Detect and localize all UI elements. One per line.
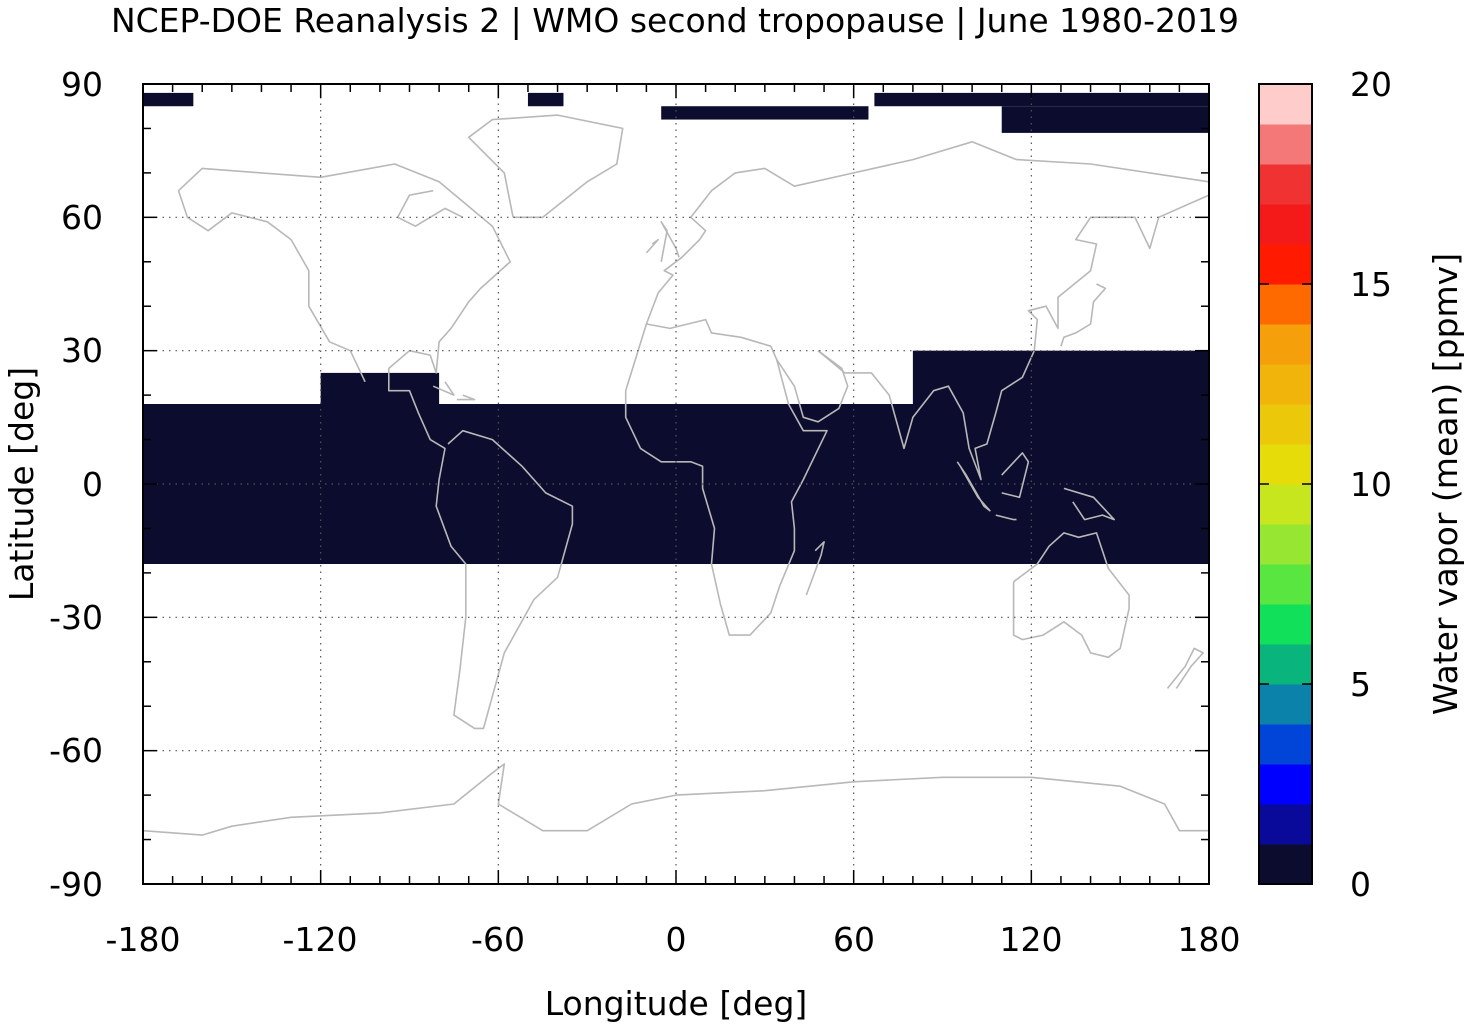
colorbar-swatch	[1259, 164, 1312, 205]
gridlines	[143, 84, 1209, 884]
x-tick-label: 0	[666, 920, 687, 959]
colorbar-swatch	[1259, 364, 1312, 405]
y-tick-label: 90	[61, 65, 103, 104]
coastlines	[143, 114, 1209, 836]
colorbar-swatch	[1259, 684, 1312, 725]
colorbar-swatch	[1259, 604, 1312, 645]
y-tick-label: 0	[82, 465, 103, 504]
colorbar-label: Water vapor (mean) [ppmv]	[1426, 253, 1465, 715]
coastline	[660, 221, 680, 262]
x-tick-label: 120	[1000, 920, 1063, 959]
y-axis: 90 60 30 0 -30 -60 -90 Latitude [deg]	[2, 65, 103, 904]
data-cell	[527, 92, 564, 107]
colorbar-swatch	[1259, 284, 1312, 325]
colorbar-swatch	[1259, 204, 1312, 245]
colorbar-swatch	[1259, 444, 1312, 485]
y-tick-label: -90	[49, 865, 103, 904]
data-cell	[1001, 106, 1209, 133]
coastline	[776, 350, 849, 423]
coastline	[1012, 532, 1130, 659]
plot-area	[143, 84, 1209, 884]
coastline	[1063, 487, 1115, 521]
colorbar-swatch	[1259, 844, 1312, 885]
x-tick-label: 60	[833, 920, 875, 959]
colorbar-swatch	[1259, 564, 1312, 605]
colorbar-swatch	[1259, 404, 1312, 445]
x-tick-label: -120	[283, 920, 358, 959]
colorbar-tick-label: 5	[1350, 665, 1371, 704]
colorbar-swatch	[1259, 124, 1312, 165]
colorbar-swatch	[1259, 524, 1312, 565]
data-cell	[912, 350, 1209, 404]
coastline	[1001, 452, 1030, 499]
colorbar-swatch	[1259, 84, 1312, 125]
x-axis-label: Longitude [deg]	[545, 984, 808, 1023]
y-axis-label: Latitude [deg]	[2, 367, 41, 601]
coastline	[396, 189, 464, 227]
colorbar-ticks	[1259, 83, 1312, 885]
coastline	[177, 163, 574, 730]
colorbar-tick-label: 0	[1350, 865, 1371, 904]
coastline	[995, 514, 1017, 521]
y-tick-label: -60	[49, 731, 103, 770]
colorbar-swatch	[1259, 804, 1312, 845]
data-cell	[143, 92, 194, 107]
x-tick-label: 180	[1178, 920, 1241, 959]
colorbar-swatch	[1259, 484, 1312, 525]
colorbar-swatch	[1259, 324, 1312, 365]
coastline	[467, 114, 624, 219]
coastline	[645, 238, 659, 254]
x-tick-label: -180	[106, 920, 181, 959]
chart-title: NCEP-DOE Reanalysis 2 | WMO second tropo…	[111, 1, 1239, 40]
coastline	[645, 141, 1209, 325]
coastline	[143, 763, 1209, 836]
coastline	[1060, 283, 1107, 347]
colorbar-swatches	[1259, 84, 1312, 885]
colorbar-swatch	[1259, 644, 1312, 685]
coastline	[432, 381, 455, 396]
coastline	[624, 318, 828, 636]
y-tick-label: 30	[61, 331, 103, 370]
coastline	[456, 394, 476, 401]
colorbar-tick-label: 20	[1350, 65, 1392, 104]
colorbar-swatch	[1259, 724, 1312, 765]
colorbar-swatch	[1259, 764, 1312, 805]
x-tick-label: -60	[471, 920, 525, 959]
colorbar: 20 15 10 5 0 Water vapor (mean) [ppmv]	[1258, 65, 1465, 904]
data-cell	[320, 372, 440, 404]
data-cell	[874, 92, 1209, 107]
coastline	[805, 541, 825, 596]
colorbar-swatch	[1259, 244, 1312, 285]
colorbar-tick-label: 10	[1350, 465, 1392, 504]
y-tick-label: 60	[61, 198, 103, 237]
coastline	[956, 461, 991, 512]
data-cell	[661, 106, 869, 120]
coastline	[177, 190, 366, 383]
colorbar-tick-label: 15	[1350, 265, 1392, 304]
y-tick-label: -30	[49, 598, 103, 637]
x-axis: -180 -120 -60 0 60 120 180 Longitude [de…	[106, 920, 1241, 1023]
tick-marks	[142, 83, 1210, 885]
coastline	[1166, 647, 1204, 689]
coastline	[817, 194, 1209, 481]
water-vapor-cells	[143, 92, 1209, 564]
